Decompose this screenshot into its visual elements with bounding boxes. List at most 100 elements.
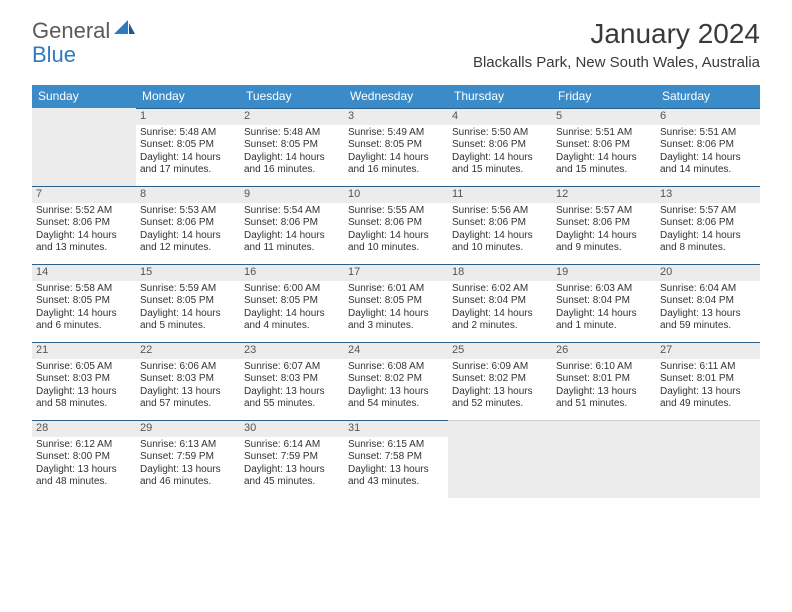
day-number: 22 bbox=[136, 343, 240, 359]
sunrise-line: Sunrise: 6:01 AM bbox=[348, 283, 444, 296]
calendar-cell: 10 Sunrise: 5:55 AMSunset: 8:06 PMDayligh… bbox=[344, 186, 448, 264]
daylight-line: Daylight: 13 hours and 55 minutes. bbox=[244, 386, 340, 411]
day-info: Sunrise: 5:55 AMSunset: 8:06 PMDaylight:… bbox=[348, 205, 444, 255]
day-number: 1 bbox=[136, 109, 240, 125]
daylight-line: Daylight: 14 hours and 9 minutes. bbox=[556, 230, 652, 255]
daylight-line: Daylight: 13 hours and 46 minutes. bbox=[140, 464, 236, 489]
calendar-grid: SundayMondayTuesdayWednesdayThursdayFrid… bbox=[32, 85, 760, 498]
calendar-cell: 3 Sunrise: 5:49 AMSunset: 8:05 PMDaylight… bbox=[344, 108, 448, 186]
day-number: 25 bbox=[448, 343, 552, 359]
calendar-cell: 24Sunrise: 6:08 AMSunset: 8:02 PMDayligh… bbox=[344, 342, 448, 420]
sunset-line: Sunset: 8:06 PM bbox=[140, 217, 236, 230]
sunrise-line: Sunrise: 6:09 AM bbox=[452, 361, 548, 374]
day-info: Sunrise: 5:54 AMSunset: 8:06 PMDaylight:… bbox=[244, 205, 340, 255]
sunset-line: Sunset: 8:06 PM bbox=[36, 217, 132, 230]
calendar-cell: 18Sunrise: 6:02 AMSunset: 8:04 PMDayligh… bbox=[448, 264, 552, 342]
calendar-cell: 23Sunrise: 6:07 AMSunset: 8:03 PMDayligh… bbox=[240, 342, 344, 420]
sunset-line: Sunset: 8:04 PM bbox=[660, 295, 756, 308]
sunset-line: Sunset: 8:05 PM bbox=[140, 139, 236, 152]
daylight-line: Daylight: 13 hours and 43 minutes. bbox=[348, 464, 444, 489]
sunrise-line: Sunrise: 5:48 AM bbox=[140, 127, 236, 140]
daylight-line: Daylight: 13 hours and 48 minutes. bbox=[36, 464, 132, 489]
calendar-cell: 31Sunrise: 6:15 AMSunset: 7:58 PMDayligh… bbox=[344, 420, 448, 498]
day-info: Sunrise: 6:11 AMSunset: 8:01 PMDaylight:… bbox=[660, 361, 756, 411]
calendar-cell: 15Sunrise: 5:59 AMSunset: 8:05 PMDayligh… bbox=[136, 264, 240, 342]
daylight-line: Daylight: 14 hours and 6 minutes. bbox=[36, 308, 132, 333]
month-title: January 2024 bbox=[473, 18, 760, 50]
sunrise-line: Sunrise: 5:55 AM bbox=[348, 205, 444, 218]
calendar-cell: 16Sunrise: 6:00 AMSunset: 8:05 PMDayligh… bbox=[240, 264, 344, 342]
day-number: 10 bbox=[344, 187, 448, 203]
calendar-cell: 11Sunrise: 5:56 AMSunset: 8:06 PMDayligh… bbox=[448, 186, 552, 264]
day-header: Thursday bbox=[448, 85, 552, 108]
day-info: Sunrise: 5:58 AMSunset: 8:05 PMDaylight:… bbox=[36, 283, 132, 333]
sunset-line: Sunset: 8:05 PM bbox=[244, 295, 340, 308]
day-number: 12 bbox=[552, 187, 656, 203]
day-number: 16 bbox=[240, 265, 344, 281]
day-number: 3 bbox=[344, 109, 448, 125]
day-number: 31 bbox=[344, 421, 448, 437]
sunset-line: Sunset: 8:05 PM bbox=[244, 139, 340, 152]
daylight-line: Daylight: 13 hours and 49 minutes. bbox=[660, 386, 756, 411]
day-number: 15 bbox=[136, 265, 240, 281]
day-info: Sunrise: 5:51 AMSunset: 8:06 PMDaylight:… bbox=[660, 127, 756, 177]
day-info: Sunrise: 6:01 AMSunset: 8:05 PMDaylight:… bbox=[348, 283, 444, 333]
daylight-line: Daylight: 14 hours and 17 minutes. bbox=[140, 152, 236, 177]
sunset-line: Sunset: 8:06 PM bbox=[452, 217, 548, 230]
daylight-line: Daylight: 14 hours and 15 minutes. bbox=[452, 152, 548, 177]
daylight-line: Daylight: 14 hours and 13 minutes. bbox=[36, 230, 132, 255]
day-info: Sunrise: 6:09 AMSunset: 8:02 PMDaylight:… bbox=[452, 361, 548, 411]
day-info: Sunrise: 6:12 AMSunset: 8:00 PMDaylight:… bbox=[36, 439, 132, 489]
calendar-cell: 21Sunrise: 6:05 AMSunset: 8:03 PMDayligh… bbox=[32, 342, 136, 420]
daylight-line: Daylight: 13 hours and 57 minutes. bbox=[140, 386, 236, 411]
sunrise-line: Sunrise: 6:08 AM bbox=[348, 361, 444, 374]
empty-cell bbox=[656, 420, 760, 498]
day-info: Sunrise: 5:50 AMSunset: 8:06 PMDaylight:… bbox=[452, 127, 548, 177]
sunrise-line: Sunrise: 5:53 AM bbox=[140, 205, 236, 218]
day-info: Sunrise: 5:48 AMSunset: 8:05 PMDaylight:… bbox=[244, 127, 340, 177]
calendar-cell: 22 Sunrise: 6:06 AMSunset: 8:03 PMDayligh… bbox=[136, 342, 240, 420]
sunrise-line: Sunrise: 5:54 AM bbox=[244, 205, 340, 218]
sunset-line: Sunset: 8:05 PM bbox=[140, 295, 236, 308]
header: General January 2024 Blackalls Park, New… bbox=[0, 0, 792, 77]
day-info: Sunrise: 6:03 AMSunset: 8:04 PMDaylight:… bbox=[556, 283, 652, 333]
empty-cell bbox=[448, 420, 552, 498]
sunrise-line: Sunrise: 6:06 AM bbox=[140, 361, 236, 374]
day-number: 19 bbox=[552, 265, 656, 281]
sunset-line: Sunset: 8:02 PM bbox=[452, 373, 548, 386]
day-info: Sunrise: 5:49 AMSunset: 8:05 PMDaylight:… bbox=[348, 127, 444, 177]
day-header: Tuesday bbox=[240, 85, 344, 108]
sunset-line: Sunset: 8:06 PM bbox=[244, 217, 340, 230]
daylight-line: Daylight: 14 hours and 10 minutes. bbox=[348, 230, 444, 255]
sunset-line: Sunset: 8:03 PM bbox=[140, 373, 236, 386]
day-info: Sunrise: 5:48 AMSunset: 8:05 PMDaylight:… bbox=[140, 127, 236, 177]
calendar-cell: 14Sunrise: 5:58 AMSunset: 8:05 PMDayligh… bbox=[32, 264, 136, 342]
daylight-line: Daylight: 14 hours and 15 minutes. bbox=[556, 152, 652, 177]
brand-text-blue: Blue bbox=[32, 42, 76, 67]
day-header: Saturday bbox=[656, 85, 760, 108]
sunrise-line: Sunrise: 6:03 AM bbox=[556, 283, 652, 296]
sunrise-line: Sunrise: 5:59 AM bbox=[140, 283, 236, 296]
daylight-line: Daylight: 14 hours and 11 minutes. bbox=[244, 230, 340, 255]
location-text: Blackalls Park, New South Wales, Austral… bbox=[473, 54, 760, 71]
calendar-cell: 17Sunrise: 6:01 AMSunset: 8:05 PMDayligh… bbox=[344, 264, 448, 342]
calendar-cell: 27Sunrise: 6:11 AMSunset: 8:01 PMDayligh… bbox=[656, 342, 760, 420]
day-number: 4 bbox=[448, 109, 552, 125]
sunrise-line: Sunrise: 6:13 AM bbox=[140, 439, 236, 452]
day-info: Sunrise: 6:05 AMSunset: 8:03 PMDaylight:… bbox=[36, 361, 132, 411]
sunset-line: Sunset: 7:58 PM bbox=[348, 451, 444, 464]
day-number: 30 bbox=[240, 421, 344, 437]
day-header: Monday bbox=[136, 85, 240, 108]
day-info: Sunrise: 5:57 AMSunset: 8:06 PMDaylight:… bbox=[660, 205, 756, 255]
sunset-line: Sunset: 8:05 PM bbox=[348, 295, 444, 308]
day-number: 2 bbox=[240, 109, 344, 125]
sunrise-line: Sunrise: 6:11 AM bbox=[660, 361, 756, 374]
calendar-cell: 26Sunrise: 6:10 AMSunset: 8:01 PMDayligh… bbox=[552, 342, 656, 420]
sunrise-line: Sunrise: 5:48 AM bbox=[244, 127, 340, 140]
calendar-cell: 9Sunrise: 5:54 AMSunset: 8:06 PMDaylight… bbox=[240, 186, 344, 264]
sunrise-line: Sunrise: 5:49 AM bbox=[348, 127, 444, 140]
calendar-cell: 28Sunrise: 6:12 AMSunset: 8:00 PMDayligh… bbox=[32, 420, 136, 498]
daylight-line: Daylight: 14 hours and 1 minute. bbox=[556, 308, 652, 333]
day-number: 23 bbox=[240, 343, 344, 359]
daylight-line: Daylight: 13 hours and 52 minutes. bbox=[452, 386, 548, 411]
